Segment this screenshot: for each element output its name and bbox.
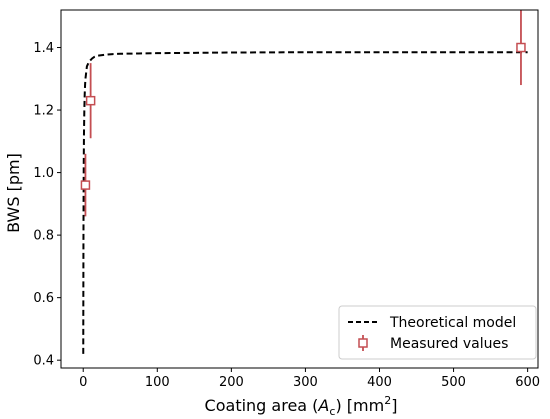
measured-point [85,95,96,106]
x-tick-label: 200 [219,375,244,390]
y-tick-label: 1.2 [33,104,54,119]
x-tick-label: 600 [515,375,540,390]
x-axis-label: Coating area (Ac) [mm2] [205,394,398,418]
y-tick-label: 0.6 [33,291,54,306]
measured-point [80,180,91,190]
x-tick-label: 0 [79,375,87,390]
ticks-layer: 0 100 200 300 400 500 600 0.4 0.6 0.8 1.0 1.2 1.4 [33,41,540,390]
plot-layer [80,10,528,354]
x-tick-label: 400 [367,375,392,390]
theoretical-model-line [82,51,528,354]
legend-label-model: Theoretical model [389,315,516,331]
y-tick-label: 0.4 [33,354,54,369]
legend: Theoretical model Measured values [338,305,537,360]
measured-point [516,42,526,53]
plot-frame [60,9,539,369]
legend-label-measured: Measured values [390,336,508,352]
y-tick-label: 1.4 [33,41,54,56]
y-tick-label: 1.0 [33,166,54,181]
legend-marker-sample [358,338,368,348]
x-tick-label: 100 [145,375,170,390]
y-axis-label: BWS [pm] [4,153,23,233]
y-tick-label: 0.8 [33,229,54,244]
x-tick-label: 500 [441,375,466,390]
x-tick-label: 300 [293,375,318,390]
legend-box [338,305,537,360]
